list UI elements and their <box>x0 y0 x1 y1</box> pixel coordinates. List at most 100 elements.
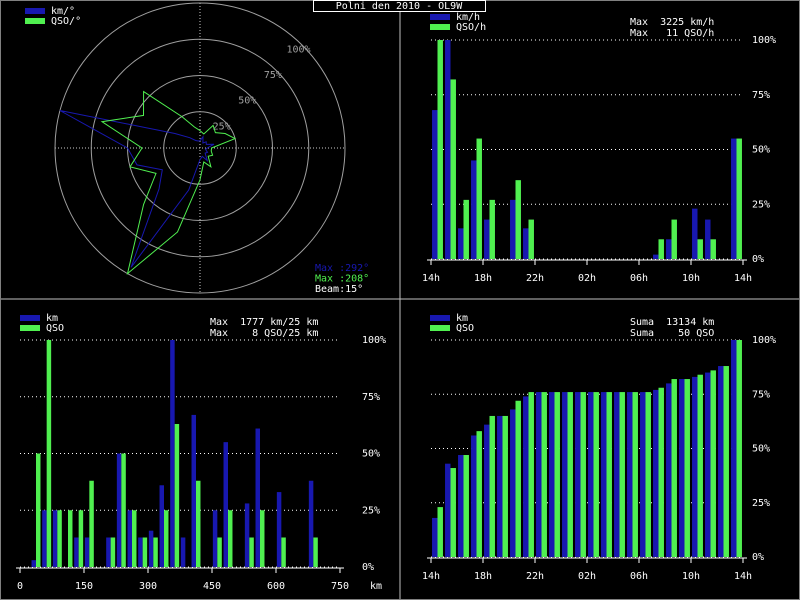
y-tick-label: 25% <box>362 505 380 516</box>
bar <box>308 480 314 567</box>
x-tick-label: 06h <box>630 571 648 582</box>
y-tick-label: 100% <box>752 35 776 46</box>
bar <box>476 138 482 259</box>
bar <box>489 415 495 557</box>
legend-label: QSO/h <box>456 22 486 33</box>
bar <box>106 537 111 567</box>
x-tick-label: 300 <box>139 581 157 592</box>
bar <box>562 392 568 557</box>
ring-label: 50% <box>238 96 256 107</box>
legend-label: QSO <box>46 323 64 334</box>
bar <box>489 199 495 259</box>
bar <box>110 537 116 567</box>
legend-swatch <box>430 24 450 30</box>
bar <box>31 560 36 567</box>
bar <box>196 480 201 567</box>
annotation: Suma 50 QSO <box>630 328 714 339</box>
legend-swatch <box>430 325 450 331</box>
bar <box>601 392 607 557</box>
y-tick-label: 75% <box>752 90 770 101</box>
bar <box>191 414 196 567</box>
bar <box>723 366 729 557</box>
bar <box>554 392 560 557</box>
y-tick-label: 0% <box>752 552 764 563</box>
bar <box>212 510 218 567</box>
annotation: Max :208° <box>315 274 369 285</box>
bar <box>528 219 534 259</box>
bar <box>718 366 724 557</box>
bar <box>580 392 586 557</box>
bar <box>217 537 222 567</box>
bar <box>502 415 508 557</box>
bar <box>653 254 659 259</box>
bar <box>458 228 464 259</box>
bar <box>228 510 233 567</box>
bar <box>437 507 443 557</box>
bar <box>84 537 90 567</box>
bar <box>46 340 52 567</box>
x-tick-label: 14h <box>422 571 440 582</box>
bar <box>255 428 260 567</box>
bar <box>671 219 677 259</box>
polar-line <box>100 90 237 275</box>
bar <box>666 383 672 557</box>
bar <box>658 387 664 557</box>
bar <box>52 510 58 567</box>
bar <box>437 40 443 259</box>
legend-swatch <box>25 8 45 14</box>
bar <box>450 468 456 557</box>
bar <box>692 208 698 259</box>
legend-swatch <box>20 315 40 321</box>
bar <box>249 537 254 567</box>
annotation: Max 3225 km/h <box>630 17 714 28</box>
x-tick-label: 150 <box>75 581 93 592</box>
polar-line <box>59 110 215 268</box>
bar <box>484 219 490 259</box>
bar <box>528 392 534 557</box>
bar <box>705 372 711 557</box>
bar <box>705 219 711 259</box>
legend-label: km/h <box>456 12 480 23</box>
bar <box>432 110 438 259</box>
ring-label: 100% <box>286 44 310 55</box>
bar <box>164 510 169 567</box>
annotation: Max 11 QSO/h <box>630 28 714 39</box>
bar <box>127 510 132 567</box>
ring-label: 25% <box>213 121 231 132</box>
y-tick-label: 25% <box>752 498 770 509</box>
bar <box>614 392 620 557</box>
x-tick-label: 600 <box>267 581 285 592</box>
x-tick-label: 10h <box>682 273 700 284</box>
y-tick-label: 100% <box>362 335 386 346</box>
ring <box>163 111 237 185</box>
legend-swatch <box>20 325 40 331</box>
bar <box>89 480 94 567</box>
title: Polni den 2010 - OL9W <box>336 1 463 12</box>
bar <box>244 503 250 567</box>
y-tick-label: 0% <box>752 254 764 265</box>
x-tick-label: 750 <box>331 581 349 592</box>
bar <box>174 423 180 567</box>
bar <box>148 530 154 567</box>
legend-label: km/° <box>51 6 75 17</box>
bar <box>497 415 503 557</box>
bar <box>697 374 703 557</box>
annotation: Max 1777 km/25 km <box>210 317 318 328</box>
y-tick-label: 75% <box>362 392 380 403</box>
bar <box>588 392 594 557</box>
bar <box>666 239 672 259</box>
y-tick-label: 75% <box>752 389 770 400</box>
bar <box>458 455 464 557</box>
bar <box>731 138 737 259</box>
bar <box>153 537 158 567</box>
legend-label: km <box>46 313 58 324</box>
bar <box>658 239 664 259</box>
bar <box>138 537 143 567</box>
bar <box>640 392 646 557</box>
bar <box>450 79 456 259</box>
x-tick-label: 22h <box>526 273 544 284</box>
bar <box>78 510 84 567</box>
bar <box>121 453 126 567</box>
bar <box>463 455 469 557</box>
